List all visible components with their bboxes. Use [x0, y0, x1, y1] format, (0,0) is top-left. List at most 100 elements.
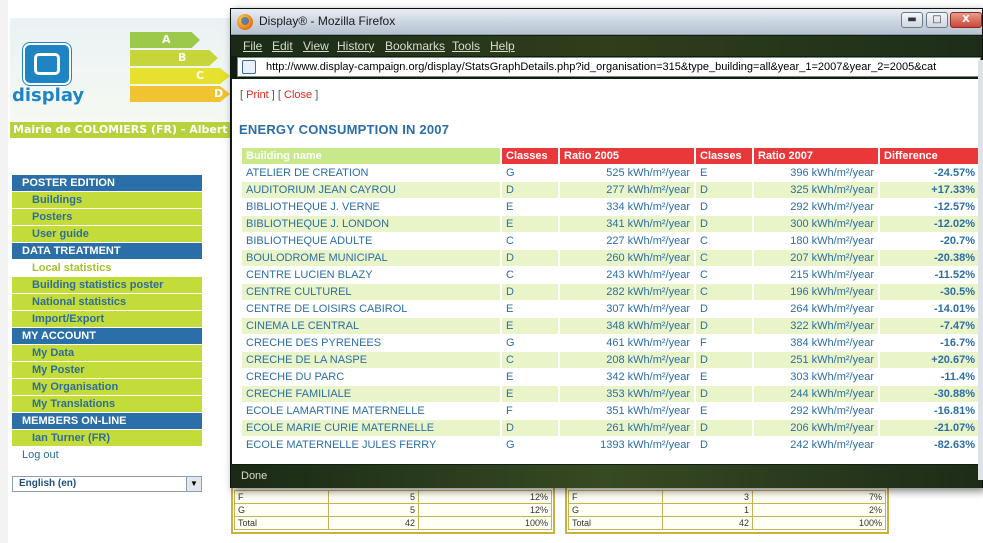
logout-link[interactable]: Log out — [12, 447, 202, 463]
close-link[interactable]: Close — [284, 89, 313, 101]
ratio-2007-cell: 384 kWh/m²/year — [754, 335, 878, 351]
table-cell: 12% — [418, 490, 552, 504]
firefox-popup-window[interactable]: Display® - Mozilla Firefox ▬ □ X File Ed… — [230, 8, 983, 488]
menu-item-user-guide[interactable]: User guide — [12, 226, 202, 242]
class-2005-cell: G — [502, 165, 558, 181]
ratio-2005-cell: 1393 kWh/m²/year — [560, 437, 694, 453]
ratio-2007-cell: 206 kWh/m²/year — [754, 420, 878, 436]
menu-item-import-export[interactable]: Import/Export — [12, 311, 202, 327]
menu-view[interactable]: View — [303, 39, 329, 53]
page-title: ENERGY CONSUMPTION IN 2007 — [239, 122, 450, 137]
table-cell: G — [234, 503, 329, 517]
menu-item-local-statistics[interactable]: Local statistics — [12, 260, 202, 276]
print-close-links: [ Print ] [ Close ] — [240, 89, 318, 101]
table-row: CRECHE FAMILIALE E 353 kWh/m²/year D 244 kWh… — [242, 386, 979, 402]
class-2005-cell: D — [502, 420, 558, 436]
table-row: CENTRE CULTUREL D 282 kWh/m²/year C 196 kWh/… — [242, 284, 979, 300]
class-2005-cell: E — [502, 386, 558, 402]
page-scrollbar[interactable] — [978, 60, 983, 480]
minimize-button[interactable]: ▬ — [901, 12, 923, 28]
chevron-down-icon[interactable]: ▼ — [186, 477, 201, 491]
ratio-2005-cell: 261 kWh/m²/year — [560, 420, 694, 436]
class-2005-cell: D — [502, 250, 558, 266]
energy-table: Building name Classes Ratio 2005 Classes… — [240, 147, 981, 454]
ratio-2007-cell: 242 kWh/m²/year — [754, 437, 878, 453]
ratio-2005-cell: 334 kWh/m²/year — [560, 199, 694, 215]
menu-tools[interactable]: Tools — [452, 39, 481, 53]
building-name-cell: ECOLE MARIE CURIE MATERNELLE — [242, 420, 500, 436]
difference-cell: +20.67% — [880, 352, 979, 368]
bg-table-right: F 3 7% G 1 2% Total 42 100% — [568, 490, 886, 530]
building-name-cell: CRECHE FAMILIALE — [242, 386, 500, 402]
building-name-cell: BOULODROME MUNICIPAL — [242, 250, 500, 266]
header-classes-2005: Classes — [502, 148, 558, 164]
class-2007-cell: D — [696, 182, 752, 198]
menu-file[interactable]: File — [243, 39, 263, 53]
window-titlebar[interactable]: Display® - Mozilla Firefox ▬ □ X — [231, 9, 982, 35]
class-2005-cell: C — [502, 233, 558, 249]
table-row: CENTRE DE LOISIRS CABIROL E 307 kWh/m²/yea… — [242, 301, 979, 317]
table-row: CRECHE DE LA NASPE C 208 kWh/m²/year D 251 k… — [242, 352, 979, 368]
ratio-2007-cell: 251 kWh/m²/year — [754, 352, 878, 368]
building-name-cell: BIBLIOTHEQUE J. LONDON — [242, 216, 500, 232]
table-cell: 7% — [752, 490, 886, 504]
class-2007-cell: D — [696, 318, 752, 334]
ratio-2007-cell: 196 kWh/m²/year — [754, 284, 878, 300]
menu-bookmarks[interactable]: Bookmarks — [385, 39, 446, 53]
energy-arrow-a: A — [130, 32, 200, 48]
ratio-2007-cell: 292 kWh/m²/year — [754, 403, 878, 419]
bracket-separator: ] [ — [268, 89, 285, 101]
difference-cell: -20.7% — [880, 233, 979, 249]
status-bar: Done — [231, 465, 982, 488]
menu-edit[interactable]: Edit — [272, 39, 293, 53]
difference-cell: -21.07% — [880, 420, 979, 436]
table-cell: Total — [568, 516, 663, 530]
menu-item-national-statistics[interactable]: National statistics — [12, 294, 202, 310]
class-2005-cell: E — [502, 216, 558, 232]
table-cell: 100% — [418, 516, 552, 530]
header-classes-2007: Classes — [696, 148, 752, 164]
menu-item-buildings[interactable]: Buildings — [12, 192, 202, 208]
building-name-cell: BIBLIOTHEQUE ADULTE — [242, 233, 500, 249]
menu-item-my-data[interactable]: My Data — [12, 345, 202, 361]
table-cell: F — [568, 490, 663, 504]
maximize-button[interactable]: □ — [926, 12, 948, 28]
ratio-2007-cell: 292 kWh/m²/year — [754, 199, 878, 215]
menu-item-building-statistics-poster[interactable]: Building statistics poster — [12, 277, 202, 293]
address-bar[interactable]: http://www.display-campaign.org/display/… — [237, 57, 981, 77]
menu-heading-my-account: MY ACCOUNT — [12, 328, 202, 344]
building-name-cell: ECOLE MATERNELLE JULES FERRY — [242, 437, 500, 453]
table-row: ATELIER DE CREATION G 525 kWh/m²/year E 396 … — [242, 165, 979, 181]
table-row: BIBLIOTHEQUE J. LONDON E 341 kWh/m²/year D 3… — [242, 216, 979, 232]
member-ian-turner[interactable]: Ian Turner (FR) — [12, 430, 202, 446]
status-text: Done — [241, 470, 268, 482]
menu-item-my-poster[interactable]: My Poster — [12, 362, 202, 378]
ratio-2005-cell: 348 kWh/m²/year — [560, 318, 694, 334]
browser-menubar: File Edit View History Bookmarks Tools H… — [231, 36, 982, 56]
table-row: Total 42 100% — [234, 516, 552, 530]
menu-item-my-organisation[interactable]: My Organisation — [12, 379, 202, 395]
menu-help[interactable]: Help — [490, 39, 515, 53]
language-select[interactable]: English (en) ▼ — [12, 476, 202, 492]
menu-item-posters[interactable]: Posters — [12, 209, 202, 225]
class-2007-cell: D — [696, 301, 752, 317]
menu-history[interactable]: History — [337, 39, 375, 53]
difference-cell: -30.5% — [880, 284, 979, 300]
menu-heading-poster-edition: POSTER EDITION — [12, 175, 202, 191]
class-2005-cell: E — [502, 301, 558, 317]
difference-cell: -11.4% — [880, 369, 979, 385]
language-select-value: English (en) — [19, 478, 77, 489]
class-2007-cell: D — [696, 437, 752, 453]
menu-item-my-translations[interactable]: My Translations — [12, 396, 202, 412]
table-cell: 100% — [752, 516, 886, 530]
table-cell: 12% — [418, 503, 552, 517]
close-window-button[interactable]: X — [950, 12, 982, 28]
print-link[interactable]: Print — [246, 89, 269, 101]
url-text[interactable]: http://www.display-campaign.org/display/… — [266, 61, 937, 73]
ratio-2007-cell: 396 kWh/m²/year — [754, 165, 878, 181]
bg-table-left: F 5 12% G 5 12% Total 42 100% — [234, 490, 552, 530]
class-2005-cell: E — [502, 199, 558, 215]
table-cell: 5 — [328, 490, 419, 504]
display-logo-icon[interactable] — [23, 43, 71, 85]
